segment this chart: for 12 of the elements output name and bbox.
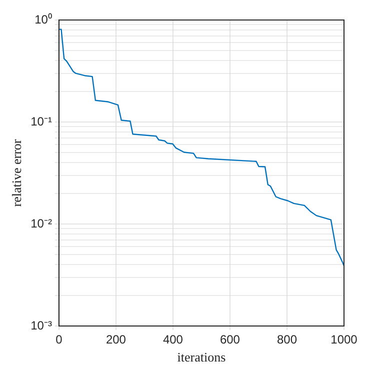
y-axis-title: relative error — [9, 138, 24, 207]
y-tick-label: 10⁻¹ — [30, 114, 52, 128]
x-tick-label: 1000 — [330, 332, 358, 347]
x-tick-label: 800 — [276, 332, 298, 347]
x-tick-label: 600 — [220, 332, 240, 347]
y-tick-label: 10⁻² — [30, 216, 52, 230]
y-tick-label: 10⁻³ — [30, 318, 52, 332]
y-tick-label: 10⁰ — [34, 12, 52, 26]
x-axis-title: iterations — [177, 350, 226, 365]
x-tick-label: 400 — [162, 332, 184, 347]
x-tick-label: 200 — [106, 332, 126, 347]
x-tick-label: 0 — [56, 332, 63, 347]
